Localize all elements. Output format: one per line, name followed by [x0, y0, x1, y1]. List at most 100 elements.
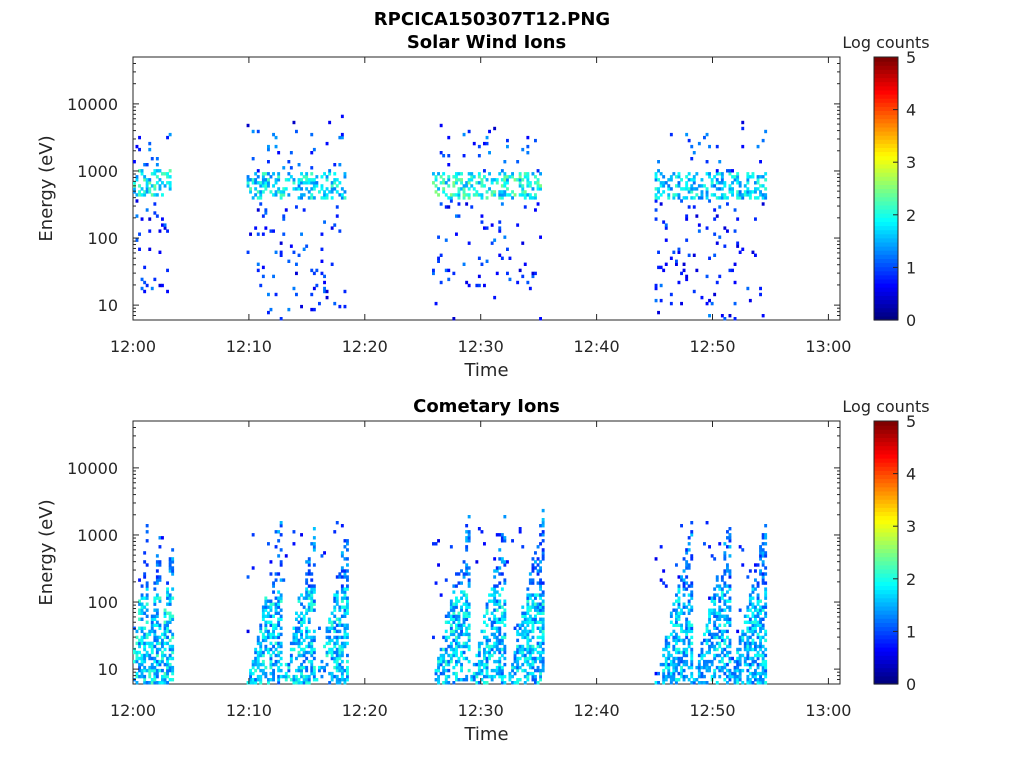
ci-count-cell	[457, 641, 461, 646]
sw-count-cell	[323, 193, 326, 197]
sw-count-cell	[477, 256, 481, 260]
ci-count-cell	[267, 611, 270, 615]
ci-count-cell	[335, 602, 339, 606]
ci-count-cell	[675, 647, 678, 652]
ci-count-cell	[726, 614, 729, 618]
sw-count-cell	[759, 292, 762, 297]
ci-count-cell	[743, 644, 747, 649]
ci-count-cell	[677, 596, 681, 600]
ci-count-cell	[340, 659, 344, 664]
ci-count-cell	[710, 599, 714, 603]
ci-colorbar-segment	[874, 458, 898, 463]
ci-count-cell	[287, 665, 291, 670]
ci-colorbar-segment	[874, 462, 898, 467]
ci-colorbar-segment	[874, 655, 898, 660]
ci-count-cell	[733, 674, 737, 679]
sw-x-tick-label: 12:30	[458, 337, 504, 356]
ci-count-cell	[307, 635, 311, 640]
sw-x-tick-label: 12:50	[689, 337, 735, 356]
ci-count-cell	[493, 641, 497, 646]
sw-count-cell	[746, 181, 750, 185]
ci-count-cell	[733, 665, 737, 670]
ci-count-cell	[457, 644, 461, 649]
ci-count-cell	[675, 641, 678, 646]
ci-count-cell	[158, 647, 162, 652]
ci-count-cell	[720, 614, 724, 618]
ci-count-cell	[432, 542, 435, 546]
ci-count-cell	[449, 545, 453, 549]
ci-count-cell	[703, 542, 706, 546]
ci-count-cell	[488, 644, 491, 649]
sw-count-cell	[161, 181, 164, 185]
sw-count-cell	[318, 301, 321, 306]
ci-count-cell	[305, 611, 309, 615]
sw-count-cell	[166, 181, 169, 185]
sw-count-cell	[297, 196, 301, 200]
sw-count-cell	[452, 181, 456, 185]
sw-count-cell	[279, 317, 283, 321]
ci-count-cell	[500, 536, 504, 540]
sw-colorbar-segment	[874, 172, 898, 177]
sw-count-cell	[277, 175, 281, 179]
sw-count-cell	[682, 262, 686, 266]
sw-count-cell	[738, 196, 742, 200]
ci-count-cell	[751, 611, 755, 615]
ci-count-cell	[682, 647, 686, 652]
ci-colorbar-segment	[874, 642, 898, 648]
ci-count-cell	[465, 596, 469, 600]
ci-count-cell	[279, 617, 283, 621]
ci-count-cell	[155, 623, 159, 627]
ci-count-cell	[163, 626, 167, 630]
ci-colorbar-segment	[874, 536, 898, 541]
sw-count-cell	[731, 193, 734, 197]
ci-count-cell	[690, 656, 694, 661]
sw-count-cell	[439, 202, 443, 206]
ci-count-cell	[764, 581, 768, 585]
sw-count-cell	[168, 187, 172, 191]
ci-count-cell	[685, 662, 689, 667]
ci-count-cell	[171, 647, 175, 652]
ci-count-cell	[682, 584, 686, 588]
ci-count-cell	[493, 575, 497, 579]
ci-count-cell	[449, 605, 453, 609]
ci-count-cell	[145, 641, 149, 646]
ci-count-cell	[312, 602, 316, 606]
ci-count-cell	[539, 608, 542, 612]
sw-count-cell	[508, 256, 512, 260]
ci-count-cell	[483, 620, 486, 624]
sw-colorbar-segment	[874, 139, 898, 144]
ci-count-cell	[675, 614, 678, 618]
sw-colorbar-segment	[874, 266, 898, 272]
sw-count-cell	[261, 265, 265, 270]
ci-count-cell	[680, 650, 683, 655]
ci-x-tick-label: 12:20	[342, 701, 388, 720]
sw-count-cell	[715, 187, 719, 191]
sw-count-cell	[710, 181, 714, 185]
sw-count-cell	[254, 226, 258, 230]
ci-count-cell	[437, 681, 440, 685]
ci-count-cell	[536, 569, 540, 573]
ci-count-cell	[256, 662, 260, 667]
ci-count-cell	[145, 539, 149, 543]
ci-count-cell	[759, 611, 762, 615]
ci-count-cell	[457, 614, 461, 618]
ci-count-cell	[143, 641, 147, 646]
ci-count-cell	[703, 665, 706, 670]
sw-count-cell	[261, 175, 265, 179]
ci-count-cell	[153, 659, 157, 664]
sw-count-cell	[267, 172, 270, 176]
ci-count-cell	[143, 551, 147, 555]
sw-count-cell	[161, 283, 164, 288]
ci-count-cell	[738, 641, 742, 646]
ci-count-cell	[465, 632, 469, 637]
sw-count-cell	[708, 144, 711, 149]
ci-colorbar-segment	[874, 478, 898, 484]
ci-count-cell	[718, 635, 722, 640]
ci-count-cell	[483, 614, 486, 618]
sw-count-cell	[325, 289, 329, 294]
ci-count-cell	[168, 602, 172, 606]
ci-count-cell	[310, 605, 314, 609]
ci-count-cell	[728, 678, 732, 682]
ci-count-cell	[264, 629, 268, 634]
sw-count-cell	[677, 250, 681, 254]
